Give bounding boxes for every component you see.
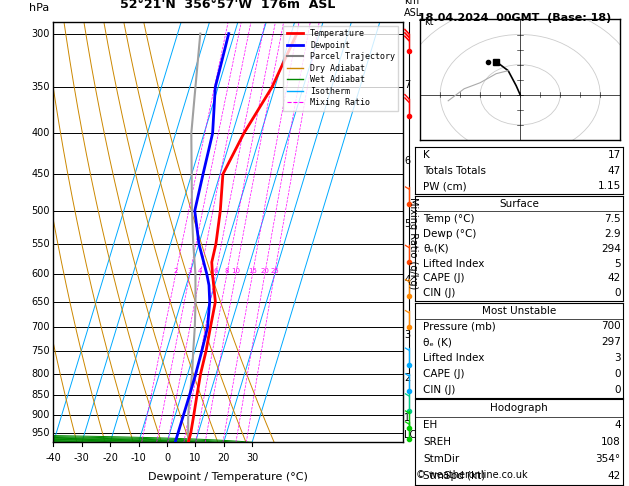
Text: 0: 0 xyxy=(614,288,621,298)
Text: 5: 5 xyxy=(614,259,621,269)
Text: Dewpoint / Temperature (°C): Dewpoint / Temperature (°C) xyxy=(148,472,308,482)
Text: 6: 6 xyxy=(213,268,218,274)
Text: 2: 2 xyxy=(174,268,178,274)
Text: 750: 750 xyxy=(31,347,50,356)
Text: 297: 297 xyxy=(601,337,621,347)
Text: 20: 20 xyxy=(260,268,269,274)
Text: 20: 20 xyxy=(218,453,230,463)
Text: -20: -20 xyxy=(103,453,118,463)
Text: StmSpd (kt): StmSpd (kt) xyxy=(423,471,486,481)
Text: 2: 2 xyxy=(404,373,411,383)
Text: 18.04.2024  00GMT  (Base: 18): 18.04.2024 00GMT (Base: 18) xyxy=(418,13,611,23)
Text: 550: 550 xyxy=(31,239,50,249)
Text: 294: 294 xyxy=(601,243,621,254)
Text: -30: -30 xyxy=(74,453,90,463)
Text: 25: 25 xyxy=(270,268,279,274)
Text: 350: 350 xyxy=(31,82,50,92)
Text: 47: 47 xyxy=(608,166,621,175)
Text: 354°: 354° xyxy=(596,454,621,464)
Text: 10: 10 xyxy=(189,453,201,463)
Text: LCL: LCL xyxy=(404,430,422,440)
Text: 400: 400 xyxy=(31,128,50,139)
Text: 300: 300 xyxy=(31,29,50,38)
Text: 900: 900 xyxy=(31,410,50,419)
Text: CIN (J): CIN (J) xyxy=(423,384,456,395)
Text: 3: 3 xyxy=(614,353,621,363)
Text: 7: 7 xyxy=(404,80,411,90)
Text: 6: 6 xyxy=(404,156,411,166)
Text: 10: 10 xyxy=(231,268,240,274)
Text: 42: 42 xyxy=(608,274,621,283)
Text: θₑ(K): θₑ(K) xyxy=(423,243,449,254)
Text: 2.9: 2.9 xyxy=(604,228,621,239)
Text: 800: 800 xyxy=(31,369,50,379)
Text: 42: 42 xyxy=(608,471,621,481)
Text: Lifted Index: Lifted Index xyxy=(423,259,485,269)
Text: 3: 3 xyxy=(187,268,192,274)
Text: Dewp (°C): Dewp (°C) xyxy=(423,228,477,239)
Text: 17: 17 xyxy=(608,150,621,160)
Text: 850: 850 xyxy=(31,390,50,399)
Text: StmDir: StmDir xyxy=(423,454,460,464)
Text: EH: EH xyxy=(423,420,438,430)
Text: Lifted Index: Lifted Index xyxy=(423,353,485,363)
Text: 450: 450 xyxy=(31,169,50,179)
Text: 0: 0 xyxy=(614,369,621,379)
Text: Totals Totals: Totals Totals xyxy=(423,166,486,175)
Text: 8: 8 xyxy=(225,268,229,274)
Text: 1.15: 1.15 xyxy=(598,181,621,191)
Text: 0: 0 xyxy=(164,453,170,463)
Text: kt: kt xyxy=(424,17,433,28)
Text: CIN (J): CIN (J) xyxy=(423,288,456,298)
Text: 4: 4 xyxy=(404,275,411,285)
Text: CAPE (J): CAPE (J) xyxy=(423,274,465,283)
Text: Mixing Ratio (g/kg): Mixing Ratio (g/kg) xyxy=(408,197,418,289)
Text: 108: 108 xyxy=(601,437,621,447)
Text: 500: 500 xyxy=(31,206,50,216)
Text: 700: 700 xyxy=(31,322,50,332)
Text: 52°21'N  356°57'W  176m  ASL: 52°21'N 356°57'W 176m ASL xyxy=(120,0,336,11)
Text: 950: 950 xyxy=(31,428,50,438)
Text: 15: 15 xyxy=(248,268,257,274)
Text: Pressure (mb): Pressure (mb) xyxy=(423,321,496,331)
Text: θₑ (K): θₑ (K) xyxy=(423,337,452,347)
Text: 600: 600 xyxy=(31,269,50,279)
Text: 7.5: 7.5 xyxy=(604,214,621,224)
Text: PW (cm): PW (cm) xyxy=(423,181,467,191)
Text: Most Unstable: Most Unstable xyxy=(482,306,556,316)
Text: K: K xyxy=(423,150,430,160)
Text: km
ASL: km ASL xyxy=(404,0,423,17)
Text: Temp (°C): Temp (°C) xyxy=(423,214,475,224)
Text: CAPE (J): CAPE (J) xyxy=(423,369,465,379)
Text: Hodograph: Hodograph xyxy=(490,403,548,413)
Text: -10: -10 xyxy=(131,453,147,463)
Text: 3: 3 xyxy=(404,330,411,340)
Text: 5: 5 xyxy=(404,219,411,229)
Text: 0: 0 xyxy=(614,384,621,395)
Text: 1: 1 xyxy=(404,413,411,423)
Text: 4: 4 xyxy=(614,420,621,430)
Text: 4: 4 xyxy=(198,268,203,274)
Text: hPa: hPa xyxy=(29,3,49,14)
Text: SREH: SREH xyxy=(423,437,452,447)
Text: -40: -40 xyxy=(45,453,62,463)
Text: © weatheronline.co.uk: © weatheronline.co.uk xyxy=(416,470,528,480)
Text: 700: 700 xyxy=(601,321,621,331)
Text: 650: 650 xyxy=(31,296,50,307)
Text: Surface: Surface xyxy=(499,199,539,209)
Legend: Temperature, Dewpoint, Parcel Trajectory, Dry Adiabat, Wet Adiabat, Isotherm, Mi: Temperature, Dewpoint, Parcel Trajectory… xyxy=(284,26,398,111)
Text: 30: 30 xyxy=(246,453,259,463)
